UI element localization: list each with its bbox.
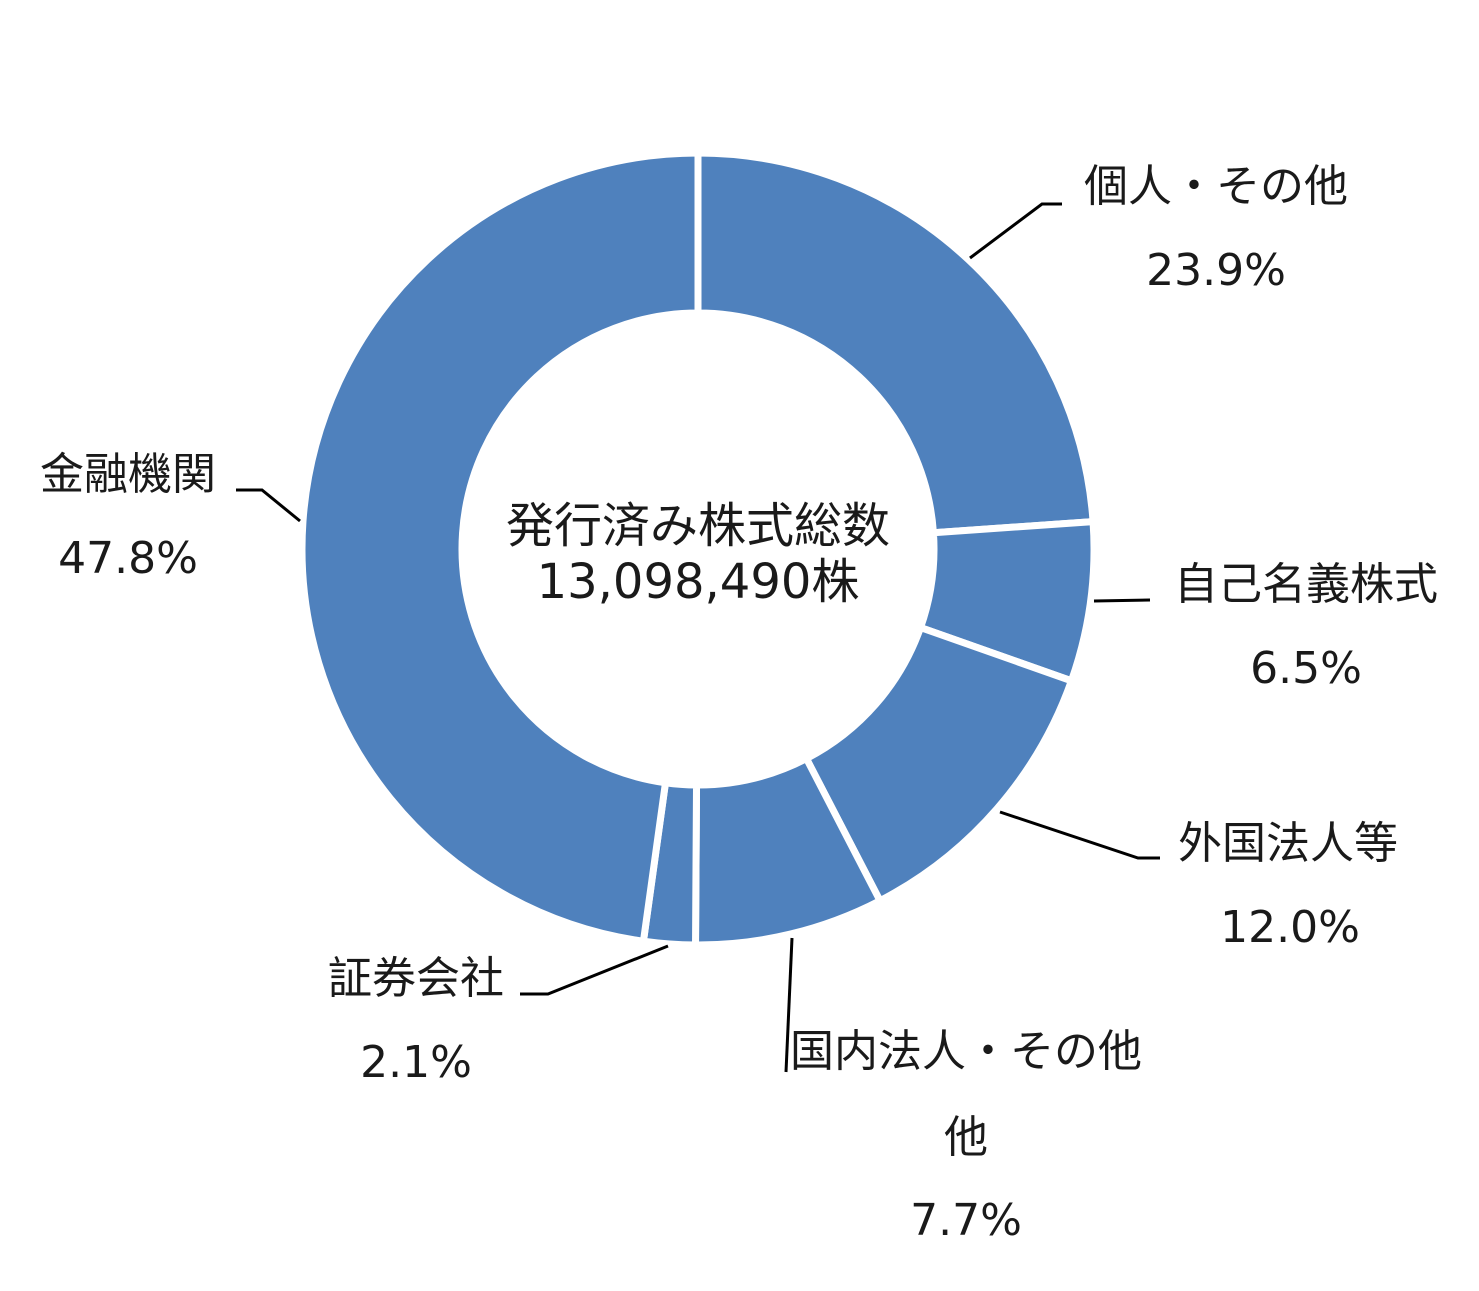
leader-lines [236, 202, 1160, 1073]
leader-line-3 [999, 810, 1160, 860]
center-title: 発行済み株式総数 [506, 498, 890, 554]
slice-value-5: 2.1% [360, 1037, 472, 1088]
slice-label-4-line-2: 他 [944, 1112, 988, 1163]
leader-line-5 [520, 944, 669, 996]
slice-6 [298, 149, 702, 946]
slice-value-6: 47.8% [58, 533, 198, 584]
slice-label-3: 外国法人等 [1178, 818, 1398, 869]
donut-slices [298, 149, 1098, 949]
slice-value-2: 6.5% [1250, 643, 1362, 694]
leader-line-1 [969, 202, 1062, 260]
slice-value-3: 12.0% [1220, 902, 1360, 953]
slice-1 [694, 149, 1097, 537]
slice-label-5: 証券会社 [328, 953, 504, 1004]
slice-3 [801, 623, 1076, 906]
leader-line-4 [784, 937, 794, 1073]
slice-label-1: 個人・その他 [1084, 161, 1348, 212]
slice-label-4-line-1: 国内法人・その他 [790, 1026, 1142, 1077]
leader-line-6 [236, 488, 301, 523]
slice-label-6: 金融機関 [40, 449, 216, 500]
slice-value-4: 7.7% [910, 1195, 1022, 1246]
slice-label-2: 自己名義株式 [1174, 559, 1438, 610]
slice-value-1: 23.9% [1146, 245, 1286, 296]
leader-line-2 [1093, 598, 1151, 603]
slice-labels: 個人・その他 23.9% 自己名義株式 6.5% 外国法人等 12.0% 国内法人・その他他… [40, 161, 1438, 1246]
center-total: 13,098,490株 [537, 554, 860, 610]
